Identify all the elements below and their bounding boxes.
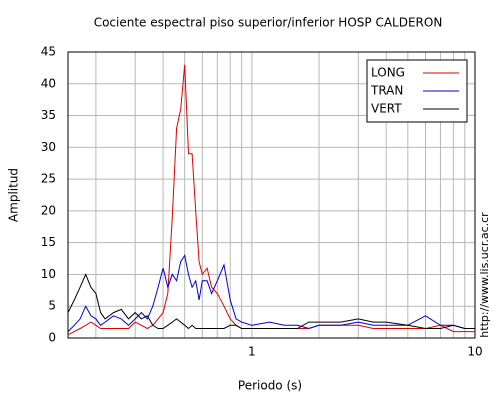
legend-label: TRAN [370,84,403,98]
chart-title: Cociente espectral piso superior/inferio… [94,16,443,30]
y-tick-label: 15 [41,235,56,249]
y-tick-label: 0 [48,331,56,345]
x-tick-label: 10 [467,345,482,359]
y-axis-label: Amplitud [7,168,21,222]
series-line [67,254,475,332]
side-note: http://www.lis.ucr.ac.cr [478,212,491,338]
y-tick-label: 45 [41,45,56,59]
y-tick-label: 40 [41,76,56,90]
legend-label: LONG [371,66,405,80]
x-tick-label: 1 [248,345,256,359]
series-line [67,273,475,330]
x-axis-label: Periodo (s) [238,379,302,393]
y-tick-label: 25 [41,172,56,186]
y-tick-label: 20 [41,203,56,217]
y-tick-label: 10 [41,267,56,281]
y-tick-label: 30 [41,140,56,154]
series-line [67,64,475,336]
y-tick-label: 35 [41,108,56,122]
legend-label: VERT [371,102,402,116]
y-tick-label: 5 [48,299,56,313]
plot-frame [67,51,476,339]
